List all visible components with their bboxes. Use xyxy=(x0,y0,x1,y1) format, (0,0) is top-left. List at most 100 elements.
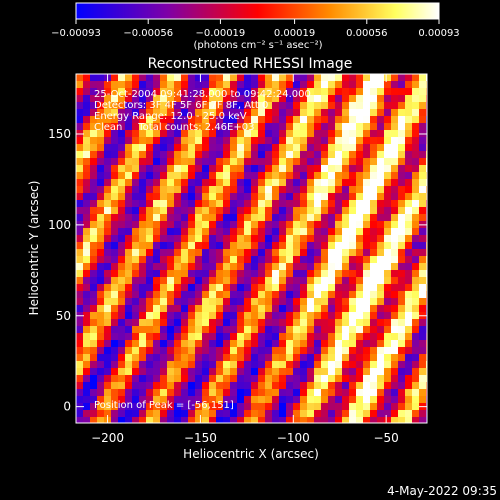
heatmap-cell xyxy=(384,221,391,228)
heatmap-cell xyxy=(146,165,153,172)
heatmap-cell xyxy=(321,235,328,242)
heatmap-cell xyxy=(286,95,293,102)
heatmap-cell xyxy=(237,116,244,123)
heatmap-cell xyxy=(258,88,265,95)
heatmap-cell xyxy=(405,410,412,417)
heatmap-cell xyxy=(195,326,202,333)
heatmap-cell xyxy=(391,396,398,403)
heatmap-cell xyxy=(209,123,216,130)
heatmap-cell xyxy=(328,277,335,284)
heatmap-cell xyxy=(335,249,342,256)
heatmap-cell xyxy=(279,81,286,88)
heatmap-cell xyxy=(237,277,244,284)
heatmap-cell xyxy=(391,172,398,179)
heatmap-cell xyxy=(167,291,174,298)
heatmap-cell xyxy=(167,207,174,214)
heatmap-cell xyxy=(272,179,279,186)
heatmap-cell xyxy=(349,200,356,207)
heatmap-cell xyxy=(377,172,384,179)
heatmap-cell xyxy=(223,200,230,207)
heatmap-cell xyxy=(146,417,153,423)
heatmap-cell xyxy=(111,81,118,88)
heatmap-cell xyxy=(195,81,202,88)
heatmap-cell xyxy=(272,137,279,144)
heatmap-cell xyxy=(76,186,83,193)
heatmap-cell xyxy=(237,375,244,382)
heatmap-cell xyxy=(160,207,167,214)
heatmap-cell xyxy=(258,375,265,382)
heatmap-cell xyxy=(349,333,356,340)
heatmap-cell xyxy=(202,389,209,396)
heatmap-cell xyxy=(279,319,286,326)
heatmap-cell xyxy=(286,242,293,249)
heatmap-cell xyxy=(286,130,293,137)
heatmap-cell xyxy=(167,305,174,312)
heatmap-cell xyxy=(76,389,83,396)
heatmap-cell xyxy=(356,347,363,354)
heatmap-cell xyxy=(160,249,167,256)
heatmap-cell xyxy=(160,410,167,417)
heatmap-cell xyxy=(202,375,209,382)
heatmap-cell xyxy=(139,291,146,298)
heatmap-cell xyxy=(76,123,83,130)
heatmap-cell xyxy=(342,312,349,319)
heatmap-cell xyxy=(328,88,335,95)
heatmap-cell xyxy=(97,123,104,130)
heatmap-cell xyxy=(146,347,153,354)
heatmap-cell xyxy=(377,88,384,95)
heatmap-cell xyxy=(398,158,405,165)
heatmap-cell xyxy=(209,109,216,116)
heatmap-cell xyxy=(300,242,307,249)
heatmap-cell xyxy=(342,326,349,333)
heatmap-cell xyxy=(293,186,300,193)
heatmap-cell xyxy=(391,207,398,214)
heatmap-cell xyxy=(188,193,195,200)
heatmap-cell xyxy=(307,326,314,333)
heatmap-cell xyxy=(216,193,223,200)
heatmap-cell xyxy=(272,375,279,382)
heatmap-cell xyxy=(76,151,83,158)
heatmap-cell xyxy=(370,242,377,249)
heatmap-cell xyxy=(293,396,300,403)
heatmap-cell xyxy=(223,193,230,200)
heatmap-cell xyxy=(391,88,398,95)
heatmap-cell xyxy=(300,165,307,172)
heatmap-cell xyxy=(90,396,97,403)
heatmap-cell xyxy=(405,221,412,228)
heatmap-cell xyxy=(125,375,132,382)
heatmap-cell xyxy=(377,179,384,186)
heatmap-cell xyxy=(174,368,181,375)
heatmap-cell xyxy=(279,403,286,410)
heatmap-cell xyxy=(146,81,153,88)
heatmap-cell xyxy=(209,242,216,249)
heatmap-cell xyxy=(370,186,377,193)
heatmap-cell xyxy=(258,172,265,179)
heatmap-cell xyxy=(76,396,83,403)
heatmap-cell xyxy=(167,214,174,221)
heatmap-cell xyxy=(167,242,174,249)
heatmap-cell xyxy=(153,284,160,291)
heatmap-cell xyxy=(90,326,97,333)
heatmap-cell xyxy=(265,319,272,326)
heatmap-cell xyxy=(349,179,356,186)
heatmap-cell xyxy=(251,417,258,423)
heatmap-cell xyxy=(202,74,209,81)
heatmap-cell xyxy=(104,305,111,312)
heatmap-cell xyxy=(125,186,132,193)
heatmap-cell xyxy=(342,207,349,214)
heatmap-cell xyxy=(300,340,307,347)
heatmap-cell xyxy=(272,389,279,396)
heatmap-cell xyxy=(153,291,160,298)
heatmap-cell xyxy=(356,165,363,172)
heatmap-cell xyxy=(335,74,342,81)
heatmap-cell xyxy=(132,270,139,277)
heatmap-cell xyxy=(286,319,293,326)
heatmap-cell xyxy=(342,403,349,410)
heatmap-cell xyxy=(167,368,174,375)
heatmap-cell xyxy=(300,88,307,95)
heatmap-cell xyxy=(195,123,202,130)
heatmap-cell xyxy=(216,102,223,109)
heatmap-cell xyxy=(202,368,209,375)
heatmap-cell xyxy=(216,235,223,242)
